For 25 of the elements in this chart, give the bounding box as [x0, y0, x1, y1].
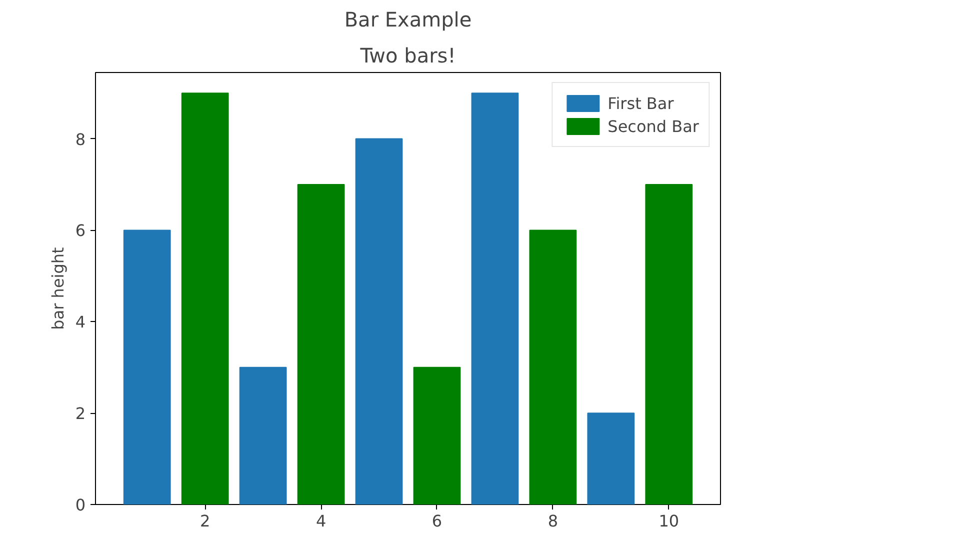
- bar: [645, 184, 693, 504]
- x-tick-label: 6: [432, 512, 442, 530]
- bar: [413, 366, 461, 504]
- chart-title: Bar Example: [344, 8, 472, 32]
- y-tick-label: 8: [75, 130, 86, 149]
- chart-subtitle: Two bars!: [359, 44, 456, 68]
- bar: [471, 92, 519, 504]
- legend-label: First Bar: [608, 94, 674, 112]
- x-tick-label: 4: [316, 512, 326, 530]
- bar: [529, 230, 577, 504]
- y-axis-title: bar height: [48, 247, 68, 330]
- legend-label: Second Bar: [608, 116, 699, 136]
- bar: [123, 230, 171, 504]
- bar: [181, 92, 229, 504]
- bar: [239, 366, 287, 504]
- y-tick-label: 0: [75, 496, 86, 514]
- y-tick-label: 2: [75, 404, 86, 424]
- y-tick-label: 6: [75, 221, 86, 240]
- bar: [587, 412, 635, 504]
- x-tick-label: 10: [658, 512, 680, 530]
- x-tick-label: 8: [548, 512, 558, 530]
- bar: [297, 184, 345, 504]
- bar: [355, 138, 403, 504]
- y-tick-label: 4: [75, 312, 86, 332]
- x-tick-label: 2: [200, 512, 210, 530]
